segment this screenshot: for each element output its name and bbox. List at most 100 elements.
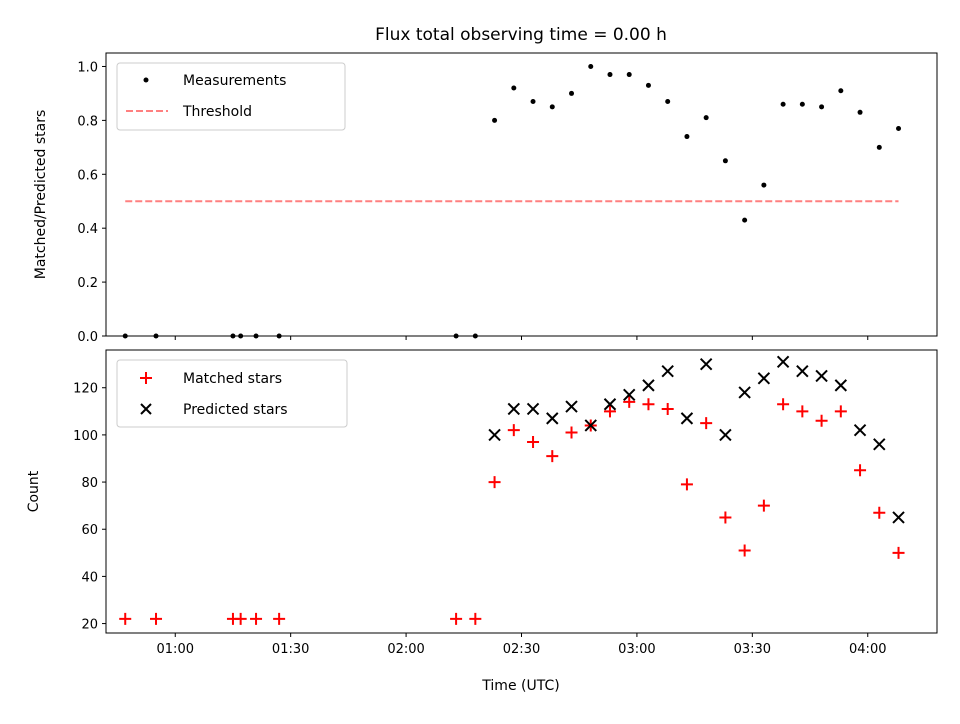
panel-ratio-marks (122, 63, 902, 339)
predicted-star-point (623, 388, 636, 402)
predicted-star-point (642, 379, 655, 392)
panel-counts-x-ticks: 01:00 01:30 02:00 02:30 03:00 03:30 04:00 (157, 633, 886, 657)
legend-marker-matched (140, 372, 152, 384)
predicted-star-point (738, 386, 751, 399)
matched-star-point (623, 395, 636, 408)
panel-ratio-y-tick-label: 0.2 (77, 276, 98, 291)
panel-ratio-legend: Measurements Threshold (116, 62, 346, 131)
matched-star-point (873, 506, 886, 519)
predicted-star-point (584, 419, 597, 432)
legend-marker-measurements (143, 77, 149, 83)
x-tick-label: 01:30 (272, 642, 309, 657)
x-tick-label: 02:30 (503, 642, 540, 657)
measurement-point (799, 101, 805, 107)
legend-label-measurements: Measurements (183, 73, 286, 89)
matched-star-point (834, 405, 847, 418)
predicted-star-point (680, 412, 694, 425)
measurement-point (703, 115, 709, 121)
predicted-star-point (796, 365, 809, 378)
panel-counts: 20 40 60 80 100 120 01:00 01:30 02:00 02:30 03:00… (26, 349, 938, 694)
matched-star-point (700, 417, 713, 430)
panel-counts-y-tick-label: 100 (73, 429, 98, 444)
measurement-point (492, 117, 498, 123)
matched-star-point (527, 435, 540, 448)
x-axis-label: Time (UTC) (481, 678, 559, 694)
predicted-star-point (699, 357, 713, 371)
panel-counts-ylabel: Count (26, 470, 42, 512)
panel-counts-y-tick-label: 120 (73, 382, 98, 397)
measurement-point (742, 217, 748, 223)
predicted-star-point (546, 412, 559, 425)
measurement-point (153, 333, 159, 339)
measurement-point (549, 104, 555, 110)
matched-star-point (661, 402, 674, 415)
measurement-point (896, 125, 902, 131)
measurement-point (238, 333, 244, 339)
legend-frame (116, 62, 346, 131)
matched-star-point (757, 499, 770, 512)
matched-star-point (796, 405, 809, 418)
matched-star-point (777, 398, 790, 411)
measurement-point (626, 72, 632, 78)
predicted-star-point (603, 398, 617, 411)
matched-star-point (815, 414, 828, 427)
predicted-star-point (565, 400, 578, 413)
x-tick-label: 04:00 (849, 642, 886, 657)
legend-frame (116, 359, 348, 428)
measurement-point (230, 333, 236, 339)
measurement-point (569, 90, 575, 96)
measurement-point (819, 104, 825, 110)
predicted-star-point (815, 369, 828, 383)
measurement-point (857, 109, 863, 115)
measurement-point (607, 72, 613, 78)
legend-label-threshold: Threshold (182, 104, 252, 120)
measurement-point (472, 333, 478, 339)
x-tick-label: 01:00 (157, 642, 194, 657)
matched-star-point (469, 612, 482, 625)
measurement-point (645, 82, 651, 88)
matched-star-point (119, 612, 132, 625)
predicted-star-point (776, 355, 790, 368)
matched-star-point (642, 398, 655, 411)
measurement-point (722, 158, 728, 164)
matched-star-point (546, 450, 559, 463)
panel-ratio-y-ticks: 0.0 0.2 0.4 0.6 0.8 1.0 (77, 60, 106, 345)
panel-ratio-y-tick-label: 0.0 (77, 330, 98, 345)
predicted-star-point (488, 428, 501, 442)
matched-star-point (488, 476, 501, 489)
measurement-point (588, 63, 594, 69)
panel-ratio-ylabel: Matched/Predicted stars (33, 110, 49, 280)
chart-title: Flux total observing time = 0.00 h (375, 25, 667, 45)
matched-star-point (854, 464, 867, 477)
matched-star-point (680, 478, 693, 491)
measurement-point (276, 333, 282, 339)
panel-ratio-x-ticks (174, 336, 869, 340)
matched-star-point (719, 511, 732, 524)
measurement-point (761, 182, 767, 188)
panel-ratio-y-tick-label: 0.8 (77, 114, 98, 129)
panel-counts-y-tick-label: 80 (81, 476, 98, 491)
legend-label-matched: Matched stars (183, 371, 282, 387)
matched-star-point (250, 612, 263, 625)
predicted-star-point (873, 438, 886, 451)
measurement-point (838, 88, 844, 94)
measurement-point (665, 99, 671, 105)
matched-star-point (565, 426, 578, 439)
predicted-star-point (719, 428, 732, 442)
matched-star-point (738, 544, 751, 557)
panel-counts-marks (119, 355, 905, 625)
panel-counts-y-tick-label: 20 (81, 618, 98, 633)
predicted-star-point (834, 379, 848, 392)
panel-ratio-y-tick-label: 0.6 (77, 168, 98, 183)
measurement-point (780, 101, 786, 107)
panel-ratio: 0.0 0.2 0.4 0.6 0.8 1.0 Matched/Predicted sta… (33, 52, 938, 345)
predicted-star-point (507, 402, 521, 416)
matched-star-point (150, 612, 163, 625)
x-tick-label: 03:30 (734, 642, 771, 657)
predicted-star-point (757, 372, 771, 385)
measurement-point (253, 333, 259, 339)
panel-counts-legend: Matched stars Predicted stars (116, 359, 348, 428)
measurement-point (122, 333, 128, 339)
x-tick-label: 02:00 (387, 642, 424, 657)
